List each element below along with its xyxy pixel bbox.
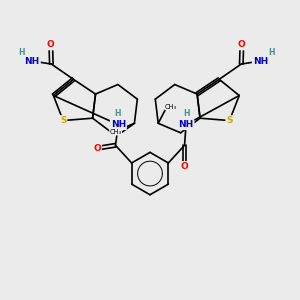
Text: CH₃: CH₃	[110, 129, 122, 135]
Text: O: O	[93, 144, 101, 153]
Text: NH: NH	[253, 57, 268, 66]
Text: NH: NH	[111, 120, 126, 129]
Text: NH: NH	[25, 57, 40, 66]
Text: NH: NH	[178, 120, 194, 129]
Text: S: S	[226, 116, 233, 125]
Text: CH₃: CH₃	[165, 104, 177, 110]
Text: H: H	[183, 109, 190, 118]
Text: H: H	[18, 48, 24, 57]
Text: H: H	[115, 109, 121, 118]
Text: H: H	[268, 48, 275, 57]
Text: O: O	[181, 162, 188, 171]
Text: S: S	[60, 116, 66, 125]
Text: O: O	[47, 40, 55, 50]
Text: O: O	[238, 40, 246, 50]
